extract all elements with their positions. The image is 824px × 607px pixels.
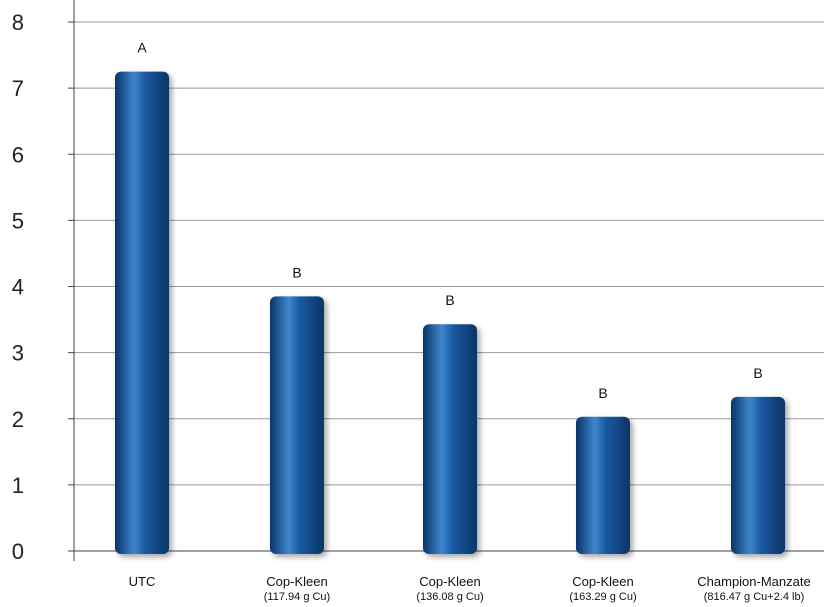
- x-tick-label: Cop-Kleen: [419, 574, 480, 589]
- x-tick-label: Cop-Kleen: [572, 574, 633, 589]
- bar: [731, 396, 785, 554]
- y-tick-label: 2: [12, 407, 24, 432]
- y-tick-labels: 0 1 2 3 4 5 6 7 8: [12, 10, 24, 564]
- significance-letter: A: [137, 40, 147, 56]
- y-tick-label: 3: [12, 341, 24, 366]
- x-tick-sublabel: (136.08 g Cu): [416, 591, 483, 603]
- significance-letter: B: [445, 292, 454, 308]
- significance-letters: A B B B B: [137, 40, 762, 401]
- x-tick-sublabel: (117.94 g Cu): [264, 591, 330, 603]
- y-tick-label: 6: [12, 142, 24, 167]
- x-tick-sublabel: (816.47 g Cu+2.4 lb): [704, 591, 805, 603]
- y-tick-label: 1: [12, 473, 24, 498]
- significance-letter: B: [753, 365, 762, 381]
- x-tick-labels: UTC Cop-Kleen (117.94 g Cu) Cop-Kleen (136.0…: [129, 574, 811, 603]
- y-tick-label: 4: [12, 275, 24, 300]
- y-tick-label: 7: [12, 76, 24, 101]
- bar: [423, 324, 477, 554]
- bar: [576, 416, 630, 554]
- y-tick-label: 5: [12, 208, 24, 233]
- significance-letter: B: [292, 264, 301, 280]
- bar: [270, 296, 324, 554]
- bar: [115, 71, 169, 554]
- x-tick-label: Cop-Kleen: [266, 574, 327, 589]
- y-tick-label: 0: [12, 539, 24, 564]
- x-tick-label: UTC: [129, 574, 156, 589]
- x-tick-sublabel: (163.29 g Cu): [569, 591, 636, 603]
- bars: [115, 71, 785, 554]
- y-tick-label: 8: [12, 10, 24, 35]
- x-tick-label: Champion-Manzate: [697, 574, 810, 589]
- significance-letter: B: [598, 385, 607, 401]
